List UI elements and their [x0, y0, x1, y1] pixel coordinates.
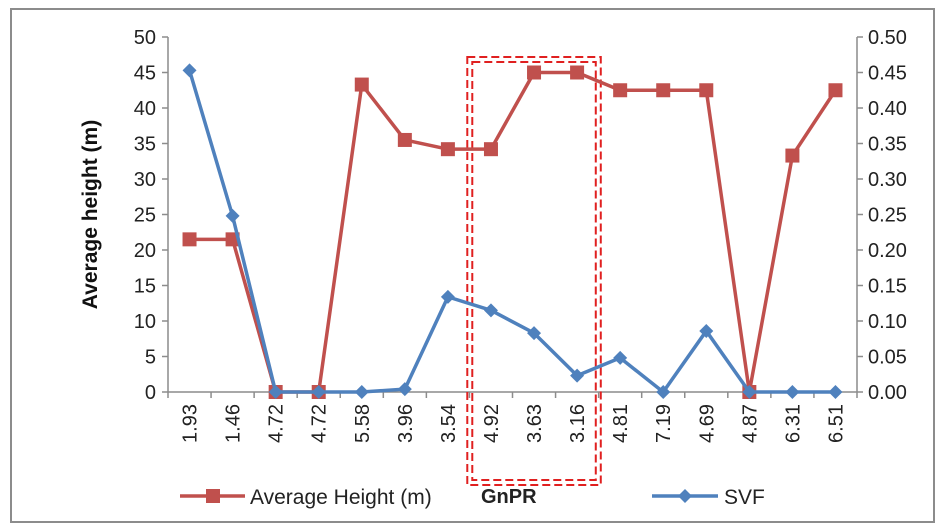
x-tick-label: 3.96 [395, 404, 417, 443]
gnpr-label: GnPR [481, 486, 537, 508]
data-point-svf [268, 385, 283, 399]
y-tick-label: 30 [134, 169, 156, 191]
data-point-svf [656, 385, 671, 399]
x-tick-label: 1.93 [180, 404, 202, 443]
y2-tick-label: 0.00 [868, 382, 907, 404]
x-tick-label: 3.16 [567, 404, 589, 443]
y-tick-label: 40 [134, 98, 156, 120]
y2-tick-label: 0.45 [868, 63, 907, 85]
data-point-svf [311, 385, 326, 399]
x-tick-label: 4.72 [266, 404, 288, 443]
data-point-height [483, 142, 498, 157]
legend-marker-height [206, 489, 220, 503]
y-tick-label: 45 [134, 63, 156, 85]
data-point-height [527, 65, 542, 80]
x-tick-label: 4.69 [696, 404, 718, 443]
data-point-svf [354, 385, 369, 399]
y2-tick-label: 0.10 [868, 311, 907, 333]
y-tick-label: 10 [134, 311, 156, 333]
data-point-height [785, 148, 800, 163]
data-point-height [613, 83, 628, 98]
legend-label-svf: SVF [724, 486, 765, 509]
x-tick-label: 1.46 [223, 404, 245, 443]
data-point-height [828, 83, 843, 98]
data-point-svf [225, 208, 240, 223]
data-point-svf [828, 385, 843, 399]
legend-marker-svf [678, 489, 692, 503]
data-point-height [699, 83, 714, 98]
x-tick-label: 4.87 [739, 404, 761, 443]
y-tick-label: 20 [134, 240, 156, 262]
x-tick-label: 3.63 [524, 404, 546, 443]
data-point-height [397, 132, 412, 147]
x-tick-label: 4.72 [309, 404, 331, 443]
y-tick-label: 35 [134, 134, 156, 156]
data-point-height [440, 142, 455, 157]
x-tick-label: 4.92 [481, 404, 503, 443]
y2-tick-label: 0.30 [868, 169, 907, 191]
data-point-height [182, 232, 197, 247]
x-tick-label: 7.19 [653, 404, 675, 443]
y2-tick-label: 0.05 [868, 347, 907, 369]
y-tick-label: 5 [145, 347, 156, 369]
x-tick-label: 4.81 [610, 404, 632, 443]
y-tick-label: 50 [134, 27, 156, 49]
data-point-svf [613, 350, 628, 365]
data-point-height [570, 65, 585, 80]
data-point-svf [785, 385, 800, 399]
highlight-box-outer [466, 56, 602, 486]
x-tick-label: 6.51 [825, 404, 847, 443]
y2-tick-label: 0.25 [868, 205, 907, 227]
data-point-svf [440, 289, 455, 304]
y-tick-label: 25 [134, 205, 156, 227]
x-tick-label: 3.54 [438, 404, 460, 443]
x-tick-label: 6.31 [782, 404, 804, 443]
data-point-svf [483, 303, 498, 318]
data-point-svf [742, 385, 757, 399]
data-point-svf [397, 382, 412, 397]
data-point-height [656, 83, 671, 98]
data-point-height [354, 77, 369, 92]
y-axis-title: Average height (m) [79, 120, 102, 309]
y-tick-label: 15 [134, 276, 156, 298]
y2-tick-label: 0.50 [868, 27, 907, 49]
data-point-svf [570, 368, 585, 383]
highlight-box-inner [471, 61, 597, 481]
y2-tick-label: 0.20 [868, 240, 907, 262]
y2-tick-label: 0.15 [868, 276, 907, 298]
data-point-svf [527, 326, 542, 341]
data-point-svf [699, 323, 714, 338]
y2-tick-label: 0.35 [868, 134, 907, 156]
legend-label-height: Average Height (m) [250, 486, 432, 509]
y2-tick-label: 0.40 [868, 98, 907, 120]
x-tick-label: 5.58 [352, 404, 374, 443]
series-line-1 [187, 69, 836, 394]
data-point-svf [182, 63, 197, 78]
y-tick-label: 0 [145, 382, 156, 404]
series-line-0 [189, 70, 837, 394]
